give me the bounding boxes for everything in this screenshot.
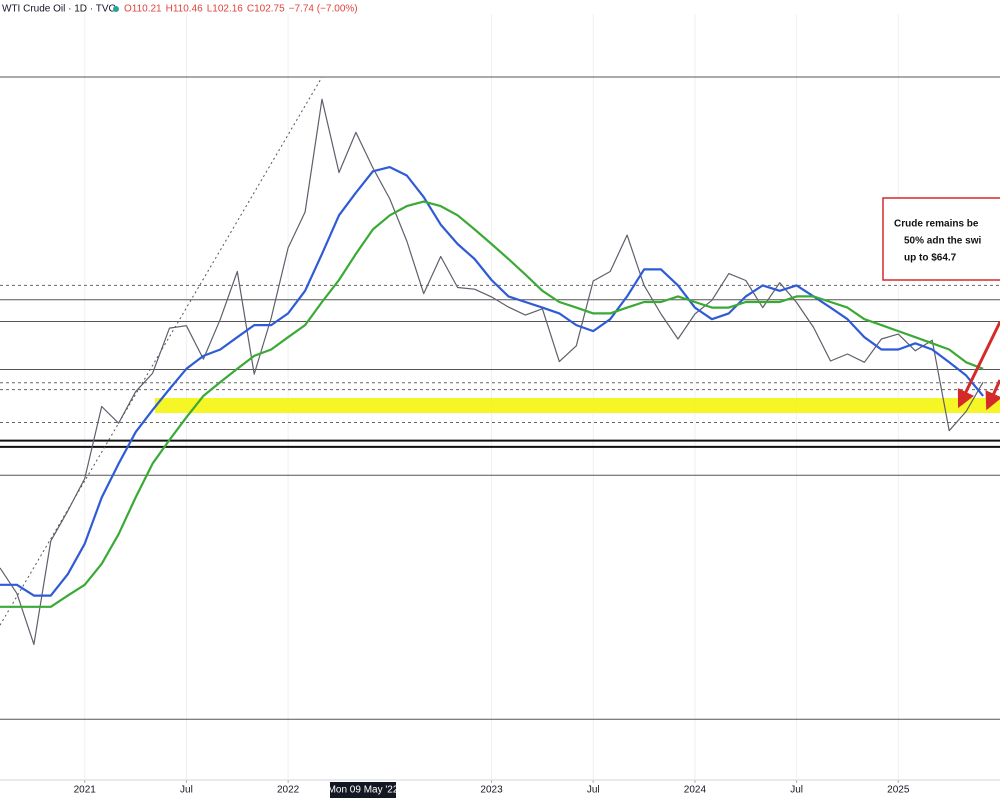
series-line [0,166,984,597]
x-tick-label: 2023 [480,785,503,796]
x-tick-label: 2025 [887,785,910,796]
header: WTI Crude Oil · 1D · TVC [2,4,119,15]
x-tick-label: 2024 [684,785,707,796]
crosshair-label: Mon 09 May '22 [328,785,399,796]
status-dot [113,6,119,12]
series-line [0,98,984,645]
x-tick-label: Jul [790,785,803,796]
series-line [0,200,984,608]
x-tick-label: 2021 [74,785,97,796]
x-tick-label: 2022 [277,785,300,796]
annotation-box [882,197,1000,281]
x-tick-label: Jul [587,785,600,796]
ohlc-value: O110.21 [124,4,162,15]
annotation-text: 50% adn the swi [904,236,981,247]
annotation-text: Crude remains be [894,219,979,230]
symbol-title: WTI Crude Oil · 1D · TVC [2,4,116,15]
ohlc-value: −7.74 (−7.00%) [289,4,358,15]
crosshair-label-bg [330,782,396,798]
ohlc-value: L102.16 [207,4,244,15]
trend-line [0,76,323,626]
annotation-text: up to $64.7 [904,253,957,264]
ohlc-value: H110.46 [166,4,204,15]
support-band [155,397,1000,413]
annotation-arrow [957,321,1000,409]
annotation-arrow [985,379,1000,411]
ohlc-value: C102.75 [247,4,285,15]
x-tick-label: Jul [180,785,193,796]
